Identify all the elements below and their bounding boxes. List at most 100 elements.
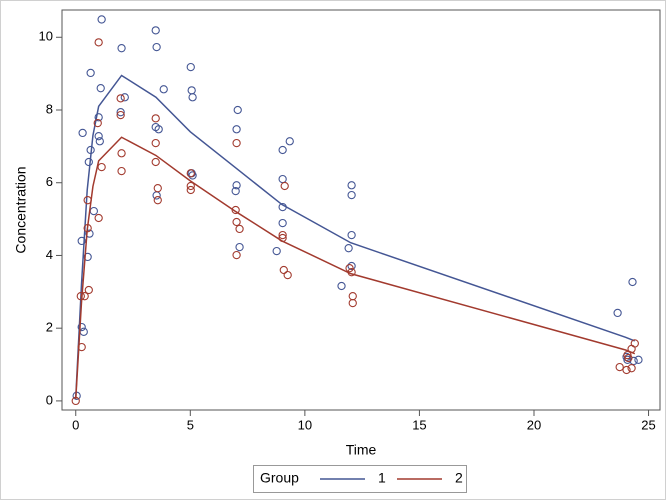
data-point [77,322,86,332]
data-point [627,364,636,373]
legend-label: 2 [455,470,463,486]
plot-frame [61,9,661,411]
data-point [84,285,93,295]
data-point [278,233,287,243]
data-point [95,137,104,146]
data-point [235,242,244,252]
y-tick-label: 8 [46,101,53,116]
legend-box [253,465,467,493]
data-point [83,252,92,262]
data-point [86,145,95,155]
data-point [232,250,241,260]
data-point [94,38,103,47]
x-axis-label: Time [346,442,377,458]
data-point [96,84,105,93]
data-point [116,94,125,103]
data-point [186,185,195,195]
data-point [117,149,126,158]
data-point [159,85,168,94]
data-point [186,169,195,178]
data-point [152,42,161,52]
data-point [153,184,162,193]
data-point [615,362,624,372]
data-point [278,218,287,228]
data-point [285,137,294,146]
data-point [278,145,287,155]
data-point [94,113,103,122]
fit-line [74,74,636,398]
x-tick-label: 5 [187,417,194,432]
data-point [117,166,126,176]
data-point [279,265,288,275]
x-tick-label: 15 [412,417,426,432]
data-point [283,270,292,280]
data-point [85,229,94,238]
data-point [235,224,244,234]
x-tick-label: 10 [298,417,312,432]
data-point [628,277,637,287]
data-point [116,110,125,120]
data-point [278,202,287,212]
data-point [94,132,103,141]
data-point [347,230,356,240]
y-tick-label: 4 [46,247,53,262]
data-point [337,281,346,291]
data-point [116,108,125,117]
data-point [120,93,129,102]
data-point [71,396,80,406]
data-point [151,157,160,167]
data-point [232,181,241,190]
data-point [153,196,162,205]
data-point [624,353,633,363]
data-point [232,138,241,148]
data-point [86,68,95,78]
data-point [347,181,356,190]
y-axis-label: Concentration [13,166,29,253]
data-point [77,236,86,246]
x-tick-label: 20 [527,417,541,432]
data-point [97,162,106,172]
y-tick-label: 10 [39,29,53,44]
data-point [622,365,631,375]
data-point [84,157,93,167]
fit-line [74,136,636,400]
y-tick-label: 6 [46,174,53,189]
data-point [232,125,241,134]
data-point [280,181,289,191]
data-point [348,298,357,308]
data-point [186,181,195,191]
data-point [76,292,85,301]
data-point [154,125,163,134]
data-point [347,268,356,277]
data-point [347,190,356,200]
x-tick-label: 25 [641,417,655,432]
y-tick-label: 2 [46,320,53,335]
data-point [231,186,240,196]
data-point [231,205,240,215]
data-point [151,114,160,123]
data-point [344,244,353,253]
data-point [117,44,126,53]
data-point [186,62,195,72]
data-point [345,264,354,273]
data-point [278,230,287,240]
data-point [613,308,622,318]
data-point [94,213,103,223]
data-point [232,217,241,227]
data-point [97,15,106,24]
data-point [233,105,242,115]
legend-title: Group [260,470,299,486]
data-point [78,128,87,138]
data-point [188,171,197,180]
data-point [151,26,160,35]
data-point [83,224,92,233]
data-point [80,292,89,301]
data-point [77,342,86,352]
data-point [151,138,160,148]
data-point [93,118,102,128]
data-point [347,261,356,271]
data-point [83,196,92,205]
data-point [188,93,197,102]
